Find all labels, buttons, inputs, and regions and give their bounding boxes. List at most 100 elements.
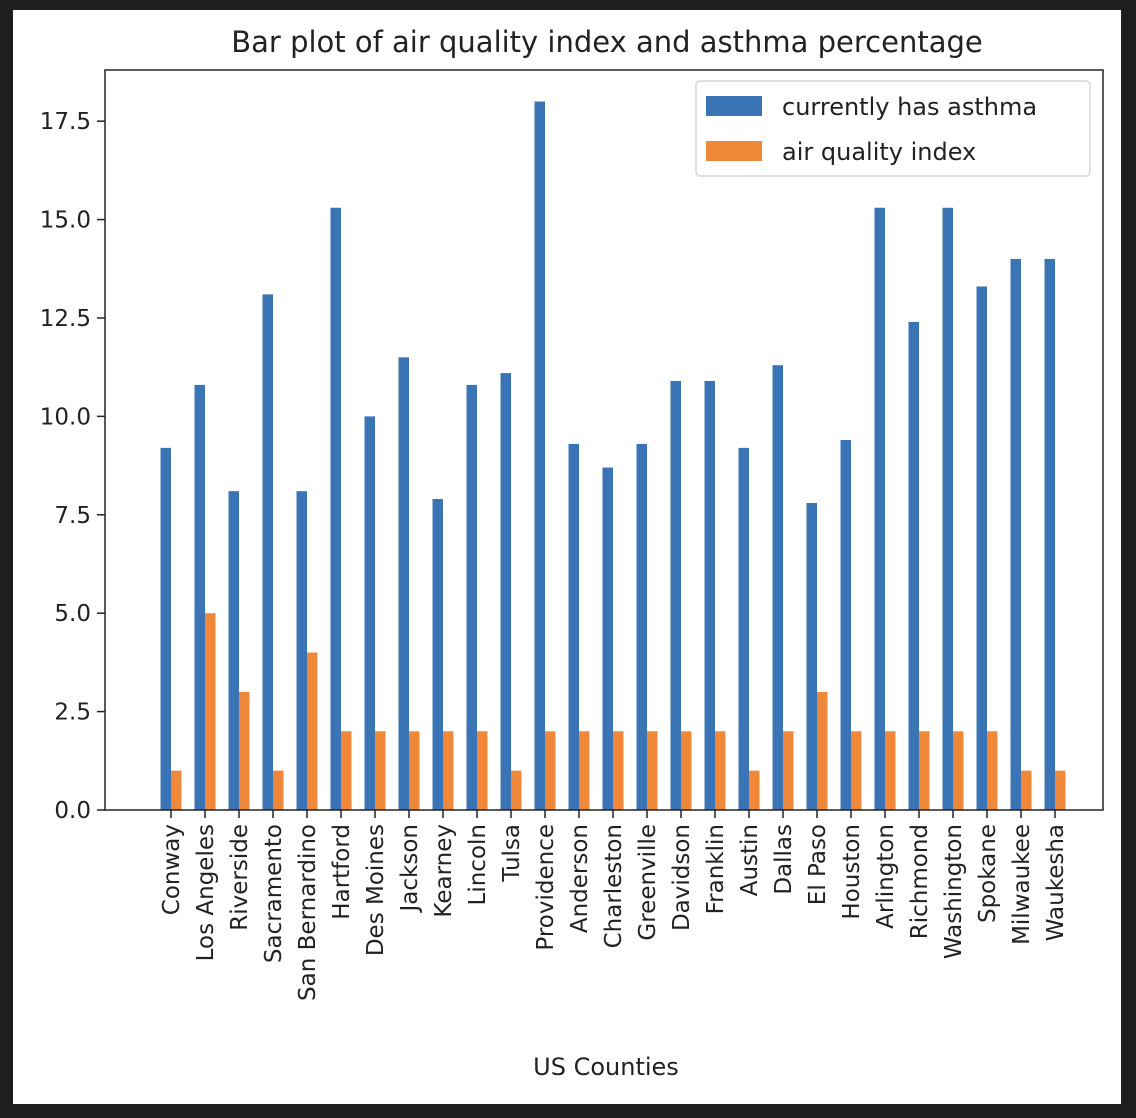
legend-label-air-quality: air quality index xyxy=(782,138,976,166)
bar-asthma-san-bernardino xyxy=(296,491,307,810)
bar-asthma-des-moines xyxy=(364,416,375,810)
x-tick-label-jackson: Jackson xyxy=(397,824,423,913)
x-tick-label-sacramento: Sacramento xyxy=(261,824,287,963)
bar-asthma-washington xyxy=(942,207,953,810)
x-tick-label-hartford: Hartford xyxy=(329,824,355,920)
x-tick-label-spokane: Spokane xyxy=(975,824,1001,923)
bar-asthma-jackson xyxy=(398,357,409,810)
bar-asthma-houston xyxy=(840,440,851,810)
bar-air-quality-lincoln xyxy=(477,731,488,810)
x-tick-label-davidson: Davidson xyxy=(669,824,695,931)
x-tick-label-tulsa: Tulsa xyxy=(499,824,525,883)
legend-swatch-asthma xyxy=(706,96,762,116)
bar-air-quality-houston xyxy=(851,731,862,810)
bar-asthma-providence xyxy=(534,101,545,810)
bars-group xyxy=(160,101,1066,810)
legend-frame xyxy=(695,80,1091,177)
bar-air-quality-greenville xyxy=(647,731,658,810)
bar-asthma-riverside xyxy=(228,491,239,810)
x-tick-label-el-paso: El Paso xyxy=(805,824,831,905)
bar-air-quality-washington xyxy=(953,731,964,810)
x-tick-label-dallas: Dallas xyxy=(771,824,797,895)
bar-asthma-los-angeles xyxy=(194,384,205,810)
bar-asthma-el-paso xyxy=(806,502,817,810)
x-axis-label: US Counties xyxy=(533,1053,679,1081)
bar-air-quality-des-moines xyxy=(375,731,386,810)
bar-asthma-charleston xyxy=(602,467,613,810)
bar-air-quality-conway xyxy=(171,770,182,810)
bar-asthma-kearney xyxy=(432,499,443,810)
y-tick-label: 12.5 xyxy=(40,306,91,332)
bar-air-quality-richmond xyxy=(919,731,930,810)
legend-label-asthma: currently has asthma xyxy=(782,93,1037,121)
y-axis: 0.0 2.5 5.0 7.5 10.0 12.5 15.0 17.5 xyxy=(40,109,105,824)
x-tick-label-arlington: Arlington xyxy=(873,824,899,929)
x-tick-label-san-bernardino: San Bernardino xyxy=(295,824,321,1001)
bar-asthma-milwaukee xyxy=(1010,258,1021,810)
bar-air-quality-arlington xyxy=(885,731,896,810)
bar-asthma-richmond xyxy=(908,321,919,810)
bar-asthma-davidson xyxy=(670,380,681,810)
bar-air-quality-san-bernardino xyxy=(307,652,318,810)
x-axis: Conway Los Angeles Riverside Sacramento San … xyxy=(159,810,1069,1001)
bar-asthma-greenville xyxy=(636,443,647,810)
x-tick-label-houston: Houston xyxy=(839,824,865,920)
x-tick-label-conway: Conway xyxy=(159,824,185,915)
x-tick-label-kearney: Kearney xyxy=(431,824,457,918)
bar-asthma-anderson xyxy=(568,443,579,810)
x-tick-label-washington: Washington xyxy=(941,824,967,959)
bar-asthma-dallas xyxy=(772,365,783,810)
bar-asthma-waukesha xyxy=(1044,258,1055,810)
y-tick-label: 2.5 xyxy=(54,700,91,726)
legend: currently has asthma air quality index xyxy=(695,80,1091,177)
y-tick-label: 7.5 xyxy=(54,503,91,529)
bar-air-quality-jackson xyxy=(409,731,420,810)
x-tick-label-franklin: Franklin xyxy=(703,824,729,914)
bar-air-quality-hartford xyxy=(341,731,352,810)
x-tick-label-waukesha: Waukesha xyxy=(1043,824,1069,941)
x-tick-label-los-angeles: Los Angeles xyxy=(193,824,219,961)
x-tick-label-richmond: Richmond xyxy=(907,824,933,939)
y-tick-label: 10.0 xyxy=(40,404,91,430)
bar-asthma-spokane xyxy=(976,286,987,810)
x-tick-label-charleston: Charleston xyxy=(601,824,627,948)
bar-air-quality-anderson xyxy=(579,731,590,810)
y-tick-label: 5.0 xyxy=(54,601,91,627)
x-tick-label-milwaukee: Milwaukee xyxy=(1009,824,1035,945)
bar-air-quality-spokane xyxy=(987,731,998,810)
x-tick-label-riverside: Riverside xyxy=(227,824,253,931)
y-tick-label: 17.5 xyxy=(40,109,91,135)
bar-air-quality-sacramento xyxy=(273,770,284,810)
bar-air-quality-franklin xyxy=(715,731,726,810)
bar-air-quality-providence xyxy=(545,731,556,810)
x-tick-label-des-moines: Des Moines xyxy=(363,824,389,956)
bar-air-quality-davidson xyxy=(681,731,692,810)
plot-area-frame xyxy=(104,69,1104,811)
chart-figure: Bar plot of air quality index and asthma… xyxy=(13,10,1121,1104)
x-tick-label-greenville: Greenville xyxy=(635,824,661,941)
bar-air-quality-tulsa xyxy=(511,770,522,810)
bar-air-quality-charleston xyxy=(613,731,624,810)
x-tick-label-providence: Providence xyxy=(533,824,559,951)
bar-chart: Bar plot of air quality index and asthma… xyxy=(40,25,1104,1081)
bar-asthma-conway xyxy=(160,447,171,810)
bar-air-quality-kearney xyxy=(443,731,454,810)
bar-asthma-tulsa xyxy=(500,373,511,810)
x-tick-label-lincoln: Lincoln xyxy=(465,824,491,905)
y-tick-label: 0.0 xyxy=(54,798,91,824)
bar-air-quality-waukesha xyxy=(1055,770,1066,810)
chart-title: Bar plot of air quality index and asthma… xyxy=(231,25,982,59)
bar-air-quality-dallas xyxy=(783,731,794,810)
bar-air-quality-el-paso xyxy=(817,691,828,810)
bar-air-quality-milwaukee xyxy=(1021,770,1032,810)
bar-air-quality-los-angeles xyxy=(205,613,216,810)
bar-air-quality-riverside xyxy=(239,691,250,810)
x-tick-label-anderson: Anderson xyxy=(567,824,593,933)
bar-asthma-austin xyxy=(738,447,749,810)
legend-swatch-air-quality xyxy=(706,141,762,161)
bar-asthma-lincoln xyxy=(466,384,477,810)
y-tick-label: 15.0 xyxy=(40,208,91,234)
x-tick-label-austin: Austin xyxy=(737,824,763,896)
bar-air-quality-austin xyxy=(749,770,760,810)
bar-asthma-arlington xyxy=(874,207,885,810)
